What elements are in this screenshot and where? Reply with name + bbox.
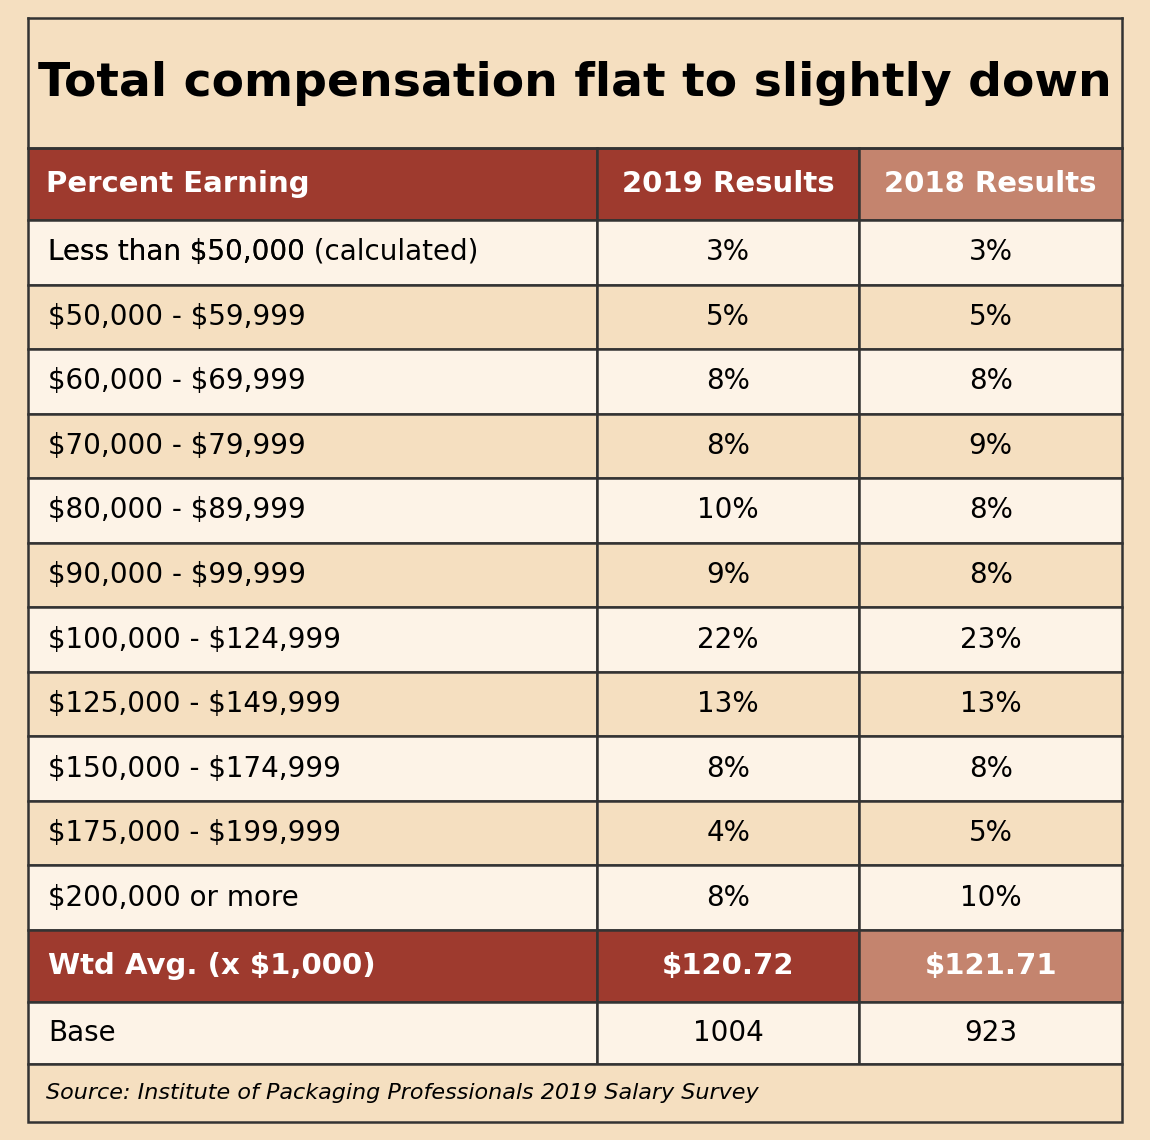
Text: 8%: 8% — [968, 496, 1013, 524]
Bar — [28, 18, 1122, 148]
Bar — [859, 349, 1122, 414]
Text: 13%: 13% — [960, 690, 1021, 718]
Bar — [597, 865, 859, 930]
Bar — [597, 736, 859, 801]
Text: \$175,000 - \$199,999: \$175,000 - \$199,999 — [48, 820, 342, 847]
Text: 5%: 5% — [968, 303, 1013, 331]
Text: 8%: 8% — [706, 367, 750, 396]
Text: 8%: 8% — [968, 367, 1013, 396]
Bar — [859, 285, 1122, 349]
Bar — [597, 349, 859, 414]
Bar — [597, 930, 859, 1002]
Bar — [597, 608, 859, 671]
Text: 8%: 8% — [968, 755, 1013, 783]
Text: \$70,000 - \$79,999: \$70,000 - \$79,999 — [48, 432, 306, 459]
Bar — [28, 736, 597, 801]
Text: 9%: 9% — [968, 432, 1013, 459]
Text: 923: 923 — [964, 1019, 1018, 1047]
Bar — [28, 801, 597, 865]
Bar — [28, 608, 597, 671]
Bar — [859, 865, 1122, 930]
Bar — [28, 148, 597, 220]
Text: \$100,000 - \$124,999: \$100,000 - \$124,999 — [48, 626, 342, 653]
Bar — [597, 478, 859, 543]
Text: 5%: 5% — [968, 820, 1013, 847]
Text: 8%: 8% — [968, 561, 1013, 589]
Text: 10%: 10% — [697, 496, 759, 524]
Text: \$121.71: \$121.71 — [925, 952, 1057, 980]
Text: 23%: 23% — [960, 626, 1021, 653]
Bar — [28, 349, 597, 414]
Bar — [859, 671, 1122, 736]
Bar — [28, 478, 597, 543]
Bar — [597, 285, 859, 349]
Bar — [859, 1002, 1122, 1064]
Text: 4%: 4% — [706, 820, 750, 847]
Bar — [28, 285, 597, 349]
Text: 22%: 22% — [697, 626, 759, 653]
Text: 8%: 8% — [706, 432, 750, 459]
Bar — [597, 801, 859, 865]
Bar — [28, 220, 597, 285]
Text: \$125,000 - \$149,999: \$125,000 - \$149,999 — [48, 690, 340, 718]
Bar — [597, 543, 859, 608]
Bar — [859, 148, 1122, 220]
Text: 1004: 1004 — [692, 1019, 764, 1047]
Text: 2019 Results: 2019 Results — [622, 170, 835, 198]
Text: \$50,000 - \$59,999: \$50,000 - \$59,999 — [48, 303, 306, 331]
Bar — [859, 220, 1122, 285]
Bar — [859, 930, 1122, 1002]
Text: 10%: 10% — [960, 884, 1021, 912]
Text: 2018 Results: 2018 Results — [884, 170, 1097, 198]
Text: Source: Institute of Packaging Professionals 2019 Salary Survey: Source: Institute of Packaging Professio… — [46, 1083, 759, 1104]
Bar — [28, 865, 597, 930]
Bar — [859, 414, 1122, 478]
Bar — [597, 414, 859, 478]
Bar — [859, 801, 1122, 865]
Bar — [859, 736, 1122, 801]
Bar — [597, 148, 859, 220]
Text: \$90,000 - \$99,999: \$90,000 - \$99,999 — [48, 561, 306, 589]
Text: Percent Earning: Percent Earning — [46, 170, 309, 198]
Text: 8%: 8% — [706, 755, 750, 783]
Text: \$80,000 - \$89,999: \$80,000 - \$89,999 — [48, 496, 306, 524]
Bar — [28, 1064, 1122, 1122]
Text: Total compensation flat to slightly down: Total compensation flat to slightly down — [38, 60, 1112, 106]
Text: 9%: 9% — [706, 561, 750, 589]
Bar — [28, 671, 597, 736]
Bar — [859, 608, 1122, 671]
Text: Less than \$50,000 (calculated): Less than \$50,000 (calculated) — [48, 238, 478, 267]
Bar — [28, 543, 597, 608]
Text: Less than \$50,000: Less than \$50,000 — [48, 238, 314, 267]
Text: 5%: 5% — [706, 303, 750, 331]
Text: 8%: 8% — [706, 884, 750, 912]
Bar — [597, 220, 859, 285]
Text: 3%: 3% — [706, 238, 750, 267]
Bar — [597, 1002, 859, 1064]
Text: 3%: 3% — [968, 238, 1013, 267]
Text: \$200,000 or more: \$200,000 or more — [48, 884, 299, 912]
Text: \$150,000 - \$174,999: \$150,000 - \$174,999 — [48, 755, 340, 783]
Text: Wtd Avg. (x \$1,000): Wtd Avg. (x \$1,000) — [48, 952, 376, 980]
Bar — [28, 414, 597, 478]
Bar — [859, 478, 1122, 543]
Bar — [859, 543, 1122, 608]
Text: \$120.72: \$120.72 — [662, 952, 795, 980]
Text: \$60,000 - \$69,999: \$60,000 - \$69,999 — [48, 367, 306, 396]
Text: 13%: 13% — [697, 690, 759, 718]
Bar — [28, 930, 597, 1002]
Bar — [597, 671, 859, 736]
Text: Base: Base — [48, 1019, 116, 1047]
Bar — [28, 1002, 597, 1064]
